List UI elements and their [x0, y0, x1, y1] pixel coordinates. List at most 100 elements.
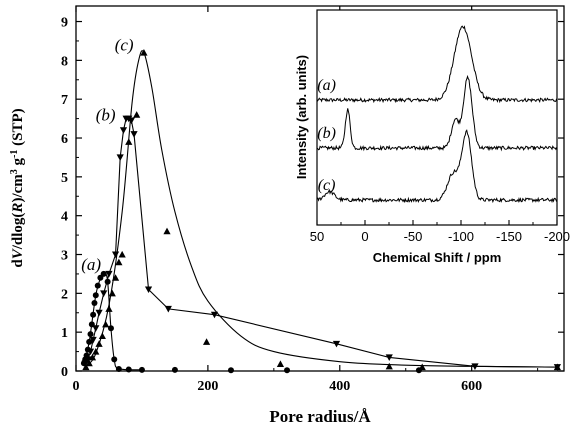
data-point: [95, 309, 103, 317]
data-point: [100, 270, 107, 277]
inset-axis-ticks: 50 0 -50 -100 -150 -200: [310, 220, 570, 244]
data-point: [92, 292, 99, 299]
data-point: [98, 332, 106, 340]
main-y-axis-label-part: /dlog(: [10, 213, 26, 251]
inset-x-tick-label: -50: [404, 229, 423, 244]
inset-x-axis-label: Chemical Shift / ppm: [373, 250, 502, 265]
data-point: [385, 362, 393, 370]
data-point: [92, 325, 100, 332]
data-point: [88, 353, 97, 361]
main-y-tick-label: 7: [61, 93, 68, 108]
data-point: [107, 325, 114, 332]
main-y-axis-label-part: )/cm: [10, 174, 26, 203]
nmr-spectrum: [316, 25, 558, 104]
series-line: [84, 118, 558, 368]
main-x-tick-label: 600: [461, 379, 482, 394]
main-series-lines: [84, 118, 558, 368]
data-point: [127, 117, 135, 125]
data-point: [140, 48, 148, 56]
main-x-tick-label: 200: [197, 379, 218, 394]
data-point: [86, 348, 95, 356]
inset-x-tick-label: -100: [448, 229, 474, 244]
data-point: [111, 274, 120, 281]
data-point: [87, 331, 94, 338]
data-point: [418, 363, 426, 371]
inset-series-label: (c): [318, 177, 336, 194]
data-point: [471, 363, 479, 370]
main-y-tick-label: 8: [61, 54, 68, 69]
main-series-labels: (a) (b) (c): [81, 36, 134, 274]
main-y-tick-label: 4: [61, 210, 68, 225]
data-point: [84, 356, 92, 363]
main-y-axis-label-part: d: [10, 259, 26, 268]
data-point: [164, 305, 172, 313]
data-point: [105, 305, 113, 312]
data-point: [276, 360, 285, 368]
inset-series-label: (b): [317, 125, 336, 142]
data-point: [118, 250, 126, 258]
main-data-points: [80, 48, 562, 374]
data-point: [130, 131, 138, 138]
data-point: [227, 367, 234, 374]
data-point: [100, 290, 108, 297]
data-point: [133, 111, 141, 118]
data-point: [91, 300, 98, 307]
fitted-curve: [85, 50, 558, 368]
main-y-tick-label: 1: [61, 326, 68, 341]
inset-x-tick-label: -150: [496, 229, 522, 244]
data-point: [108, 289, 116, 297]
main-x-axis-label: Pore radius/Å: [269, 407, 371, 426]
main-y-tick-label: 9: [61, 16, 68, 31]
data-point: [385, 354, 393, 362]
inset-plot-background: [317, 10, 557, 225]
main-x-tick-label: 400: [329, 379, 350, 394]
inset-x-tick-label: 50: [310, 229, 324, 244]
data-point: [82, 363, 90, 371]
data-point: [553, 363, 562, 371]
inset-series-label: (a): [317, 77, 336, 94]
data-point: [332, 340, 341, 348]
main-y-axis-label-part: -1: [9, 150, 20, 158]
main-y-axis-label-part: R: [10, 203, 26, 214]
main-y-axis-label-part: g: [10, 157, 26, 169]
inset-y-axis-label: Intensity (arb. units): [294, 55, 309, 179]
data-point: [85, 359, 93, 367]
data-point: [125, 138, 133, 145]
inset-x-tick-label: 0: [361, 229, 368, 244]
series-label: (a): [81, 255, 101, 274]
data-point: [105, 270, 113, 278]
data-point: [119, 127, 128, 134]
main-y-axis-label: dV/dlog(R)/cm3 g-1 (STP): [9, 108, 27, 267]
data-point: [104, 278, 111, 285]
data-point: [115, 258, 123, 266]
data-point: [115, 366, 122, 373]
data-point: [202, 338, 211, 345]
data-point: [92, 347, 100, 355]
main-x-tick-label: 0: [73, 379, 80, 394]
data-point: [125, 366, 132, 373]
series-label: (c): [115, 36, 134, 55]
data-point: [81, 360, 89, 367]
data-point: [111, 251, 120, 259]
data-point: [163, 227, 171, 235]
data-point: [210, 311, 219, 319]
data-point: [111, 356, 118, 363]
data-point: [144, 286, 153, 294]
data-point: [89, 336, 97, 344]
inset-spectra: [316, 25, 558, 204]
main-y-tick-label: 5: [61, 171, 68, 186]
main-axis-ticks: 0 200 400 600 0 1 2 3 4 5 6 7 8 9: [61, 6, 564, 394]
main-y-tick-label: 3: [61, 249, 68, 264]
main-y-tick-label: 2: [61, 287, 68, 302]
main-y-axis-label-part: (STP): [10, 108, 26, 149]
main-y-tick-label: 6: [61, 132, 68, 147]
nmr-spectrum: [316, 129, 558, 204]
data-point: [138, 366, 145, 373]
main-plot: 0 200 400 600 0 1 2 3 4 5 6 7 8 9 (a) (b) (c) Pore radi…: [9, 5, 565, 426]
main-y-axis-label-part: V: [10, 247, 26, 259]
data-point: [116, 154, 124, 162]
data-point: [95, 340, 103, 347]
data-point: [171, 366, 178, 373]
main-y-axis-label-part: 3: [9, 169, 20, 174]
